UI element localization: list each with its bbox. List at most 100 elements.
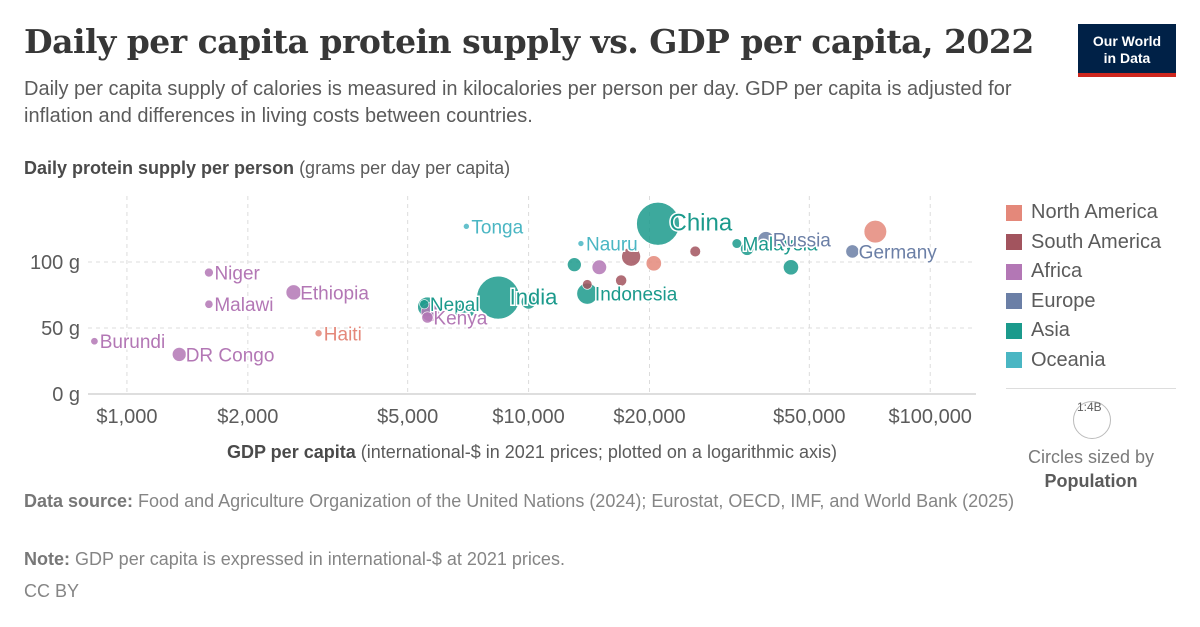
data-point[interactable] bbox=[577, 240, 585, 247]
size-legend-circle bbox=[1073, 401, 1111, 439]
point-label: Ethiopia bbox=[300, 283, 369, 304]
point-label: Russia bbox=[773, 231, 832, 252]
y-tick-label: 50 g bbox=[41, 318, 80, 340]
point-label: Burundi bbox=[100, 332, 166, 353]
x-axis-label-bold: GDP per capita bbox=[227, 442, 357, 462]
x-tick-label: $1,000 bbox=[96, 406, 157, 428]
data-points bbox=[90, 202, 887, 362]
legend-item-south-america[interactable]: South America bbox=[1006, 228, 1161, 258]
data-point[interactable] bbox=[567, 257, 582, 272]
chart-subtitle: Daily per capita supply of calories is m… bbox=[24, 78, 1012, 127]
data-point[interactable] bbox=[645, 255, 662, 272]
note-text: GDP per capita is expressed in internati… bbox=[70, 549, 565, 569]
data-point[interactable] bbox=[419, 299, 430, 310]
legend-swatch bbox=[1006, 293, 1022, 310]
x-tick-labels: $1,000 $2,000 $5,000 $10,000 $20,000 $50,000 $… bbox=[96, 406, 972, 428]
point-label: Tonga bbox=[471, 217, 523, 238]
legend-label: Europe bbox=[1031, 289, 1096, 312]
continent-legend: North America South America Africa Europ… bbox=[1006, 198, 1161, 375]
legend-swatch bbox=[1006, 322, 1022, 339]
data-point[interactable] bbox=[783, 259, 799, 276]
x-tick-label: $2,000 bbox=[217, 406, 278, 428]
x-tick-label: $20,000 bbox=[613, 406, 685, 428]
data-point[interactable] bbox=[204, 267, 214, 278]
point-label: Niger bbox=[214, 264, 260, 285]
data-point[interactable] bbox=[740, 241, 755, 256]
legend-item-north-america[interactable]: North America bbox=[1006, 198, 1161, 228]
data-point[interactable] bbox=[476, 275, 520, 320]
data-point[interactable] bbox=[757, 231, 775, 248]
data-point[interactable] bbox=[457, 300, 476, 319]
legend-swatch bbox=[1006, 234, 1022, 251]
size-legend-caption: Circles sized by Population bbox=[1006, 445, 1176, 493]
point-label: Malaysia bbox=[743, 235, 818, 256]
data-source: Data source: Food and Agriculture Organi… bbox=[24, 489, 1124, 513]
size-legend-caption-line1: Circles sized by bbox=[1027, 447, 1155, 467]
data-point[interactable] bbox=[204, 299, 214, 309]
point-label: Nauru bbox=[586, 235, 638, 256]
y-axis-label-bold: Daily protein supply per person bbox=[24, 158, 294, 178]
y-tick-label: 0 g bbox=[52, 384, 80, 406]
point-label: Kenya bbox=[433, 308, 487, 329]
x-tick-label: $5,000 bbox=[377, 406, 438, 428]
size-legend-caption-line2: Population bbox=[1044, 471, 1138, 491]
legend-item-africa[interactable]: Africa bbox=[1006, 257, 1161, 287]
size-legend-value: 1:4B bbox=[1077, 400, 1102, 414]
data-point[interactable] bbox=[421, 311, 434, 324]
data-point[interactable] bbox=[171, 347, 187, 362]
data-point[interactable] bbox=[863, 220, 887, 244]
legend-swatch bbox=[1006, 263, 1022, 280]
legend-item-asia[interactable]: Asia bbox=[1006, 316, 1161, 346]
logo-line-1: Our World bbox=[1092, 33, 1162, 49]
point-label: DR Congo bbox=[186, 345, 275, 366]
owid-logo[interactable]: Our World in Data bbox=[1078, 24, 1176, 77]
note: Note: GDP per capita is expressed in int… bbox=[24, 547, 1124, 571]
data-point[interactable] bbox=[314, 329, 323, 338]
data-point[interactable] bbox=[591, 259, 607, 275]
point-label: India bbox=[510, 285, 558, 310]
note-label: Note: bbox=[24, 549, 70, 569]
legend-swatch bbox=[1006, 352, 1022, 369]
legend-label: Oceania bbox=[1031, 348, 1106, 371]
license[interactable]: CC BY bbox=[24, 581, 80, 601]
point-label: Nepal bbox=[430, 295, 480, 316]
chart-title: Daily per capita protein supply vs. GDP … bbox=[24, 22, 1034, 61]
legend-label: North America bbox=[1031, 201, 1158, 224]
x-tick-label: $50,000 bbox=[773, 406, 845, 428]
legend-item-europe[interactable]: Europe bbox=[1006, 287, 1161, 317]
data-point[interactable] bbox=[582, 279, 593, 290]
legend-label: Africa bbox=[1031, 260, 1083, 283]
legend-label: South America bbox=[1031, 230, 1162, 253]
data-point[interactable] bbox=[285, 284, 302, 301]
logo-line-2: in Data bbox=[1103, 50, 1151, 66]
data-source-label: Data source: bbox=[24, 491, 134, 511]
data-point[interactable] bbox=[731, 238, 742, 249]
y-tick-labels: 0 g 50 g 100 g bbox=[30, 252, 80, 406]
legend-label: Asia bbox=[1031, 319, 1070, 342]
point-label: Germany bbox=[859, 242, 938, 263]
legend-swatch bbox=[1006, 204, 1022, 221]
data-point[interactable] bbox=[90, 337, 99, 346]
y-tick-label: 100 g bbox=[30, 252, 80, 274]
y-axis-label-unit: (grams per day per capita) bbox=[294, 158, 510, 178]
x-tick-label: $100,000 bbox=[889, 406, 972, 428]
x-axis-label: GDP per capita (international-$ in 2021 … bbox=[227, 442, 837, 462]
data-point[interactable] bbox=[463, 223, 470, 230]
x-tick-label: $10,000 bbox=[492, 406, 564, 428]
size-legend: 1:4B Circles sized by Population bbox=[1006, 388, 1176, 491]
data-point[interactable] bbox=[636, 202, 680, 246]
data-point[interactable] bbox=[621, 246, 641, 267]
y-gridlines bbox=[88, 261, 976, 395]
data-point[interactable] bbox=[615, 274, 627, 287]
data-point[interactable] bbox=[520, 293, 537, 310]
point-label: Malawi bbox=[214, 295, 273, 316]
point-label: Haiti bbox=[324, 324, 362, 345]
data-point[interactable] bbox=[845, 244, 860, 259]
legend-item-oceania[interactable]: Oceania bbox=[1006, 346, 1161, 376]
data-point[interactable] bbox=[689, 245, 701, 258]
x-axis-label-unit: (international-$ in 2021 prices; plotted… bbox=[356, 442, 837, 462]
data-source-text: Food and Agriculture Organization of the… bbox=[133, 491, 1015, 511]
point-label: China bbox=[669, 210, 732, 237]
